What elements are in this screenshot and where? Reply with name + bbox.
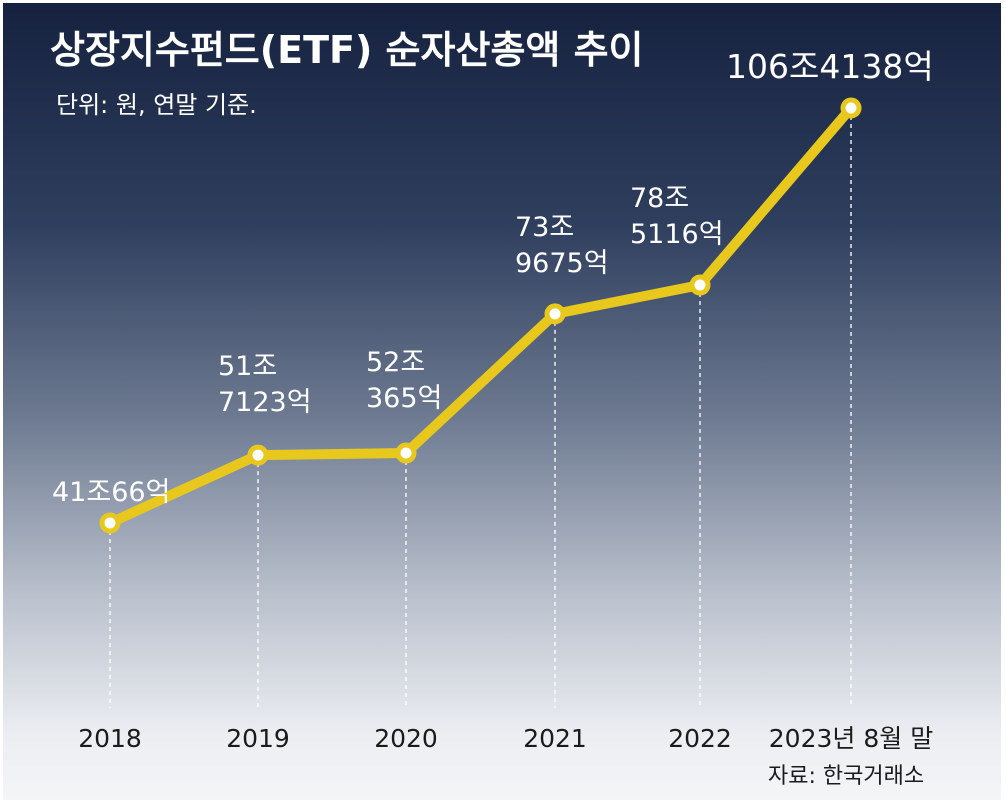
data-point <box>840 97 862 119</box>
data-label: 52조 365억 <box>366 347 442 414</box>
data-point <box>395 442 417 464</box>
data-point <box>689 274 711 296</box>
x-tick-label: 2023년 8월 말 <box>769 724 933 753</box>
data-label: 73조 9675억 <box>515 212 609 279</box>
source-note: 자료: 한국거래소 <box>768 764 924 789</box>
x-tick-label: 2019 <box>226 724 290 753</box>
data-label: 78조 5116억 <box>630 183 724 250</box>
chart-title: 상장지수펀드(ETF) 순자산총액 추이 <box>50 28 644 72</box>
data-label: 106조4138억 <box>726 47 934 86</box>
data-point <box>99 512 121 534</box>
chart-frame: 상장지수펀드(ETF) 순자산총액 추이 단위: 원, 연말 기준. 41조66… <box>3 3 1001 800</box>
x-tick-label: 2018 <box>78 724 142 753</box>
x-tick-label: 2020 <box>374 724 438 753</box>
x-tick-label: 2022 <box>668 724 732 753</box>
x-tick-label: 2021 <box>523 724 587 753</box>
data-label: 41조66억 <box>52 477 170 508</box>
series-line <box>105 103 856 528</box>
chart-subtitle: 단위: 원, 연말 기준. <box>56 91 257 119</box>
data-point <box>544 303 566 325</box>
data-point <box>247 444 269 466</box>
data-label: 51조 7123억 <box>218 351 312 418</box>
chart-svg: 상장지수펀드(ETF) 순자산총액 추이 단위: 원, 연말 기준. 41조66… <box>50 28 934 789</box>
